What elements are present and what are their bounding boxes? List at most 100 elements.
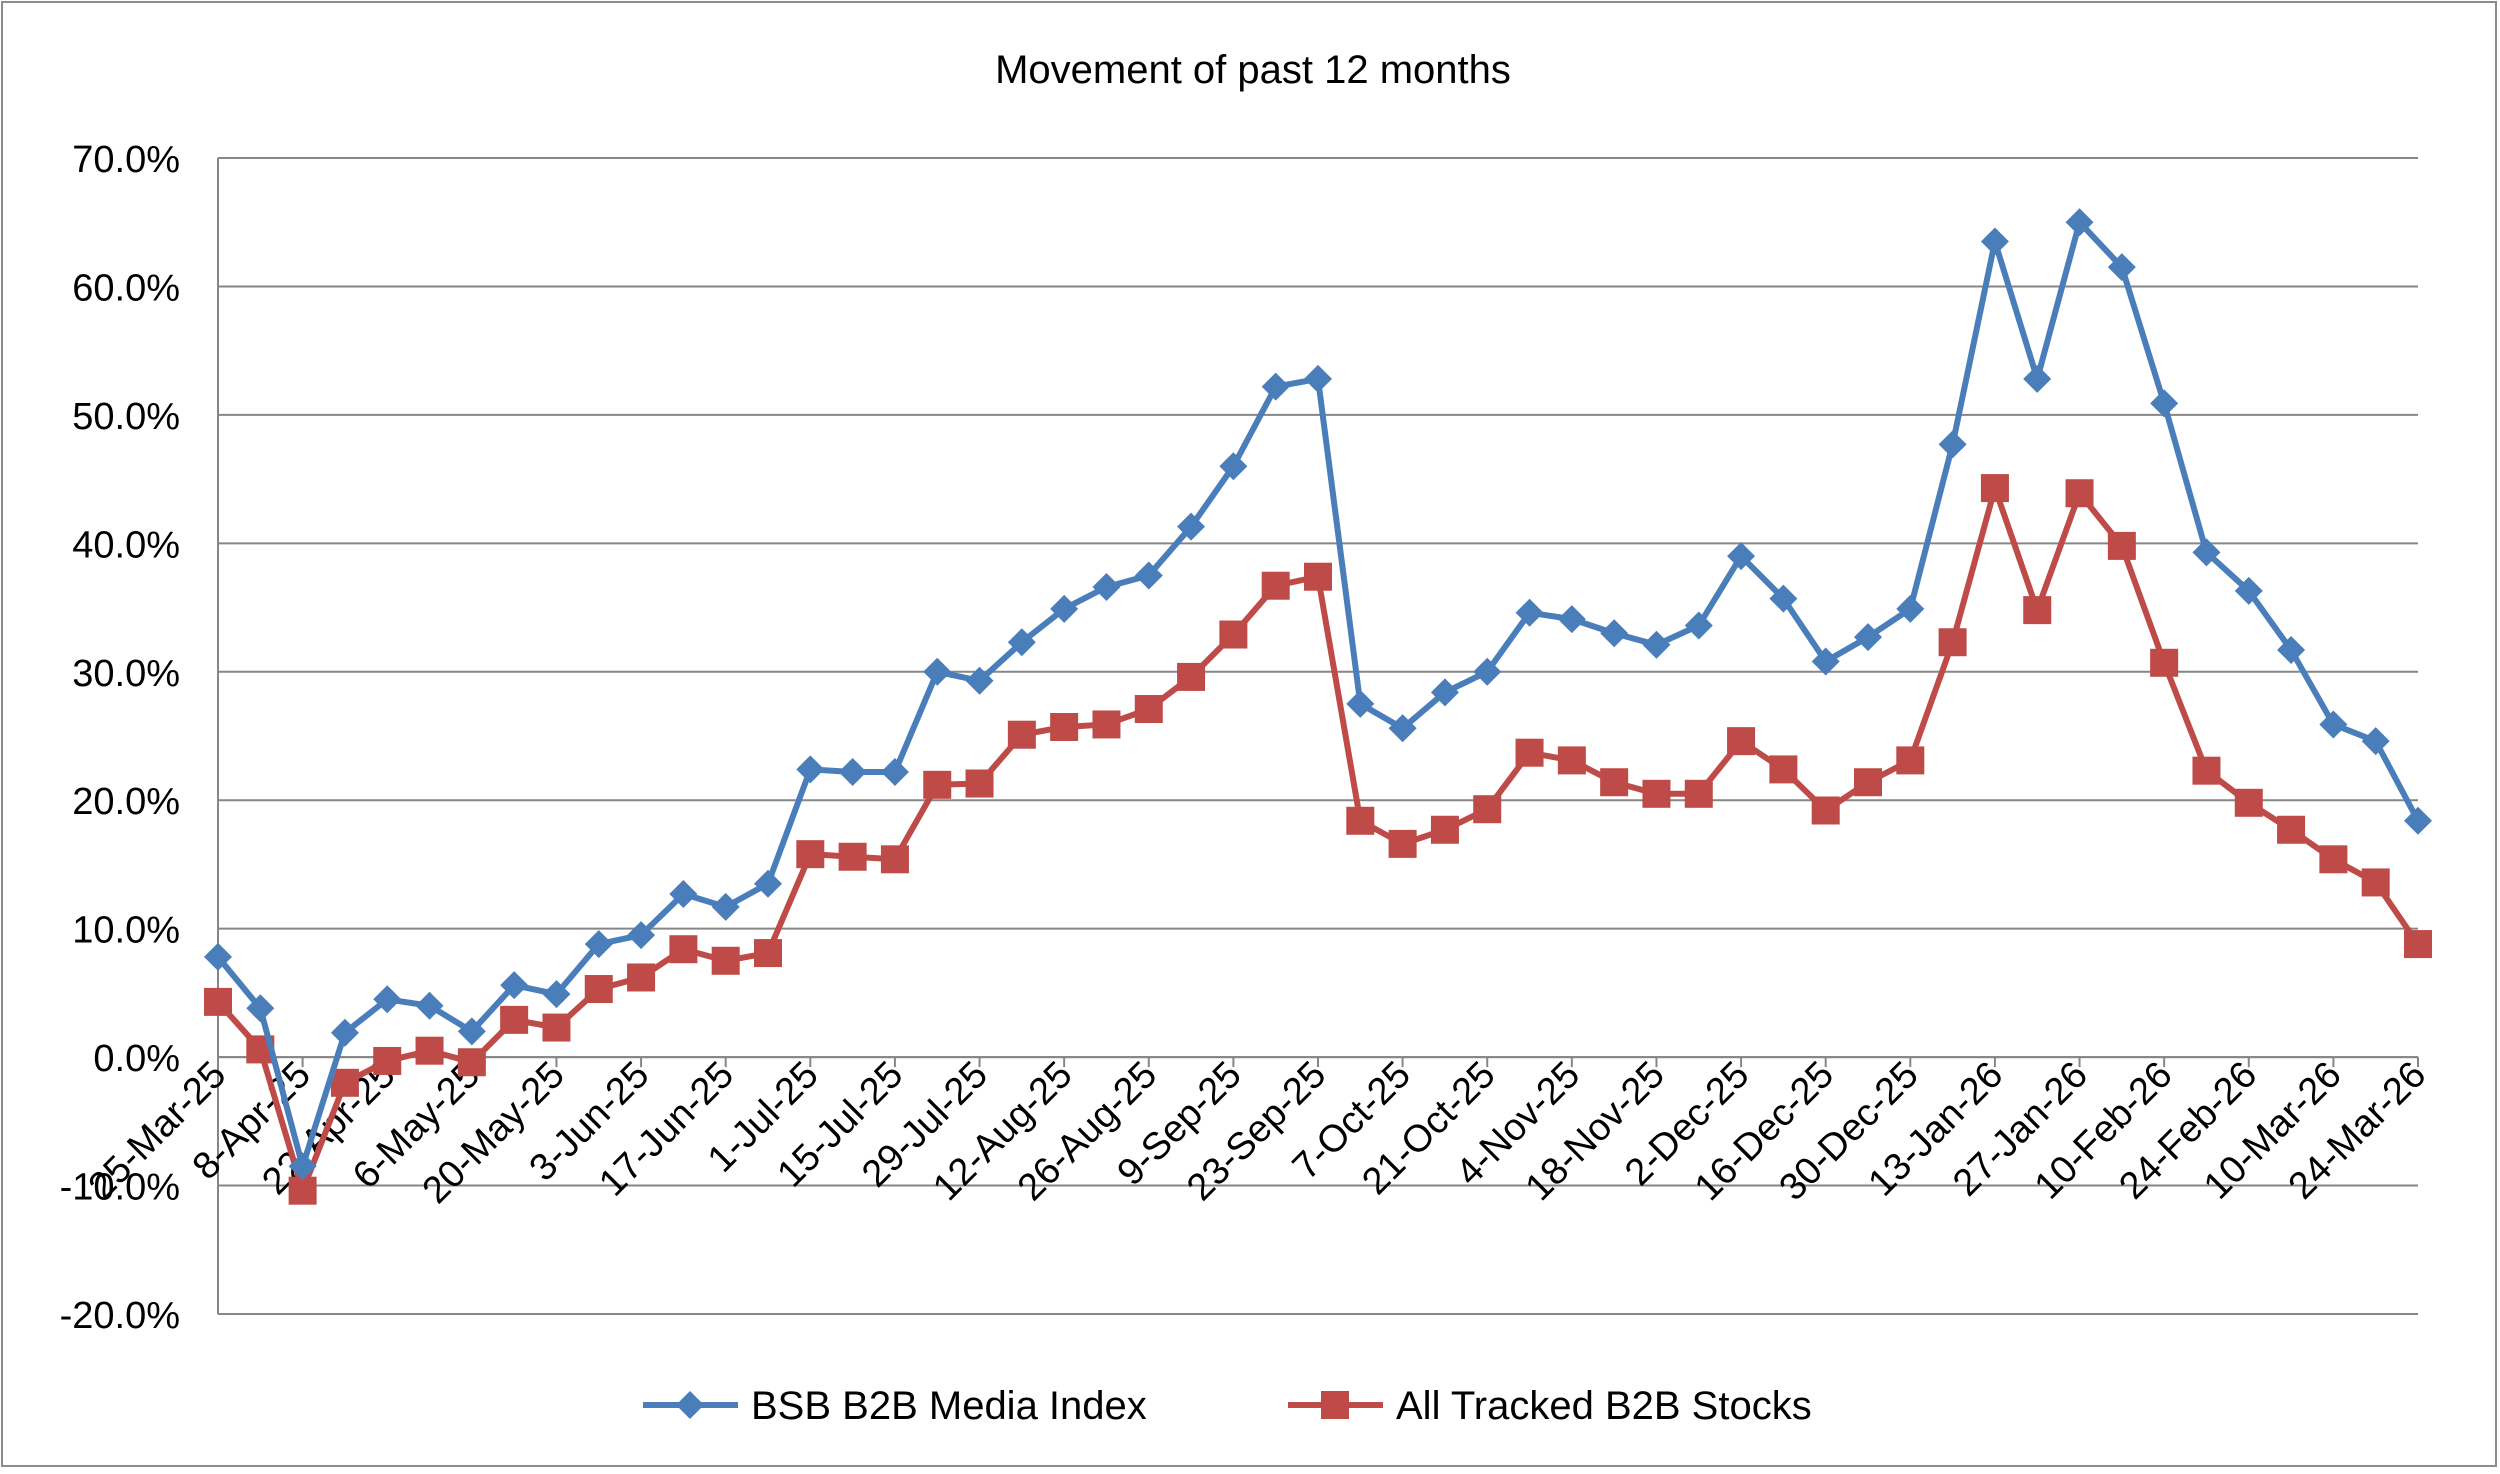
data-point — [373, 985, 402, 1014]
y-tick-label: 30.0% — [72, 653, 180, 695]
y-tick-label: 10.0% — [72, 910, 180, 952]
data-point — [246, 994, 275, 1023]
data-point — [1938, 628, 1967, 657]
data-point — [754, 939, 782, 968]
data-point — [923, 657, 952, 686]
data-point — [1430, 815, 1459, 844]
series-all-tracked-b2b-stocks — [204, 474, 2432, 1205]
data-point — [1854, 768, 1882, 797]
data-point — [965, 769, 994, 798]
y-axis-tick-labels: -20.0% -10.0% 0.0% 10.0% 20.0% 30.0% 40.0% 50.0… — [60, 139, 180, 1337]
data-point — [1642, 779, 1671, 808]
data-point — [1473, 795, 1502, 824]
data-point — [2107, 253, 2136, 282]
data-point — [500, 971, 529, 1000]
data-point — [1515, 598, 1544, 627]
data-point — [1642, 630, 1671, 659]
data-point — [2192, 756, 2221, 785]
data-point — [711, 946, 740, 975]
data-point — [2023, 364, 2052, 393]
data-point — [500, 1005, 529, 1034]
legend-label: BSB B2B Media Index — [751, 1384, 1147, 1428]
data-point — [1727, 727, 1756, 756]
data-point — [1811, 796, 1840, 825]
data-point — [627, 963, 656, 992]
data-point — [2065, 479, 2094, 508]
data-point — [2277, 815, 2306, 844]
data-point — [1430, 678, 1459, 707]
data-point — [2404, 930, 2432, 959]
data-point — [2361, 727, 2390, 756]
data-point — [373, 1046, 402, 1075]
series-layer — [204, 208, 2432, 1205]
data-point — [457, 1017, 486, 1046]
data-point — [880, 757, 909, 786]
data-point — [415, 1036, 444, 1065]
data-point — [1346, 689, 1375, 718]
data-point — [1219, 452, 1248, 481]
data-point — [796, 840, 825, 869]
data-point — [1134, 561, 1163, 590]
data-point — [1219, 620, 1248, 649]
chart-title: Movement of past 12 months — [995, 48, 1511, 92]
data-point — [965, 666, 994, 695]
data-point — [542, 980, 571, 1009]
data-point — [1769, 755, 1798, 784]
data-point — [288, 1152, 317, 1181]
y-tick-label: 50.0% — [72, 396, 180, 438]
data-point — [1600, 768, 1629, 797]
data-point — [838, 842, 867, 871]
data-point — [1938, 430, 1967, 459]
data-point — [923, 770, 952, 799]
legend-marker — [676, 1391, 704, 1419]
data-point — [2361, 868, 2390, 897]
data-point — [1007, 628, 1036, 657]
data-point — [711, 892, 740, 921]
data-point — [2234, 788, 2263, 817]
data-point — [2319, 710, 2348, 739]
data-point — [415, 991, 444, 1020]
data-point — [1896, 746, 1925, 775]
data-point — [204, 942, 232, 971]
data-point — [1007, 720, 1036, 749]
data-point — [2023, 596, 2052, 625]
data-point — [669, 935, 698, 964]
series-bsb-b2b-media-index — [204, 208, 2432, 1181]
y-tick-label: 20.0% — [72, 781, 180, 823]
data-point — [1727, 542, 1756, 571]
data-point — [1177, 512, 1206, 541]
data-point — [838, 757, 867, 786]
y-tick-label: 70.0% — [72, 139, 180, 181]
data-point — [2234, 576, 2263, 605]
data-point — [1050, 713, 1079, 742]
data-point — [1346, 806, 1375, 835]
y-tick-label: 40.0% — [72, 524, 180, 566]
data-point — [1092, 573, 1121, 602]
y-tick-label: -20.0% — [60, 1295, 180, 1337]
data-point — [1304, 364, 1332, 393]
y-tick-label: 60.0% — [72, 267, 180, 309]
data-point — [1261, 571, 1290, 600]
y-tick-label: 0.0% — [93, 1038, 180, 1080]
axes — [217, 158, 2419, 1314]
data-point — [542, 1013, 571, 1042]
data-point — [1896, 594, 1925, 623]
data-point — [2150, 389, 2179, 418]
data-point — [1134, 695, 1163, 724]
data-point — [2065, 208, 2094, 237]
data-point — [1980, 474, 2009, 503]
x-axis-tick-labels: 25-Mar-258-Apr-2522-Apr-256-May-2520-May… — [81, 1054, 2435, 1212]
data-point — [1811, 647, 1840, 676]
legend-label: All Tracked B2B Stocks — [1396, 1384, 1812, 1428]
data-point — [1177, 662, 1206, 691]
data-point — [1980, 227, 2009, 256]
data-point — [584, 975, 613, 1004]
data-point — [669, 879, 698, 908]
legend: BSB B2B Media Index All Tracked B2B Stock… — [643, 1384, 1812, 1428]
data-point — [1854, 623, 1882, 652]
data-point — [2319, 845, 2348, 874]
data-point — [2277, 635, 2306, 664]
legend-item: All Tracked B2B Stocks — [1288, 1384, 1812, 1428]
data-point — [1050, 594, 1079, 623]
